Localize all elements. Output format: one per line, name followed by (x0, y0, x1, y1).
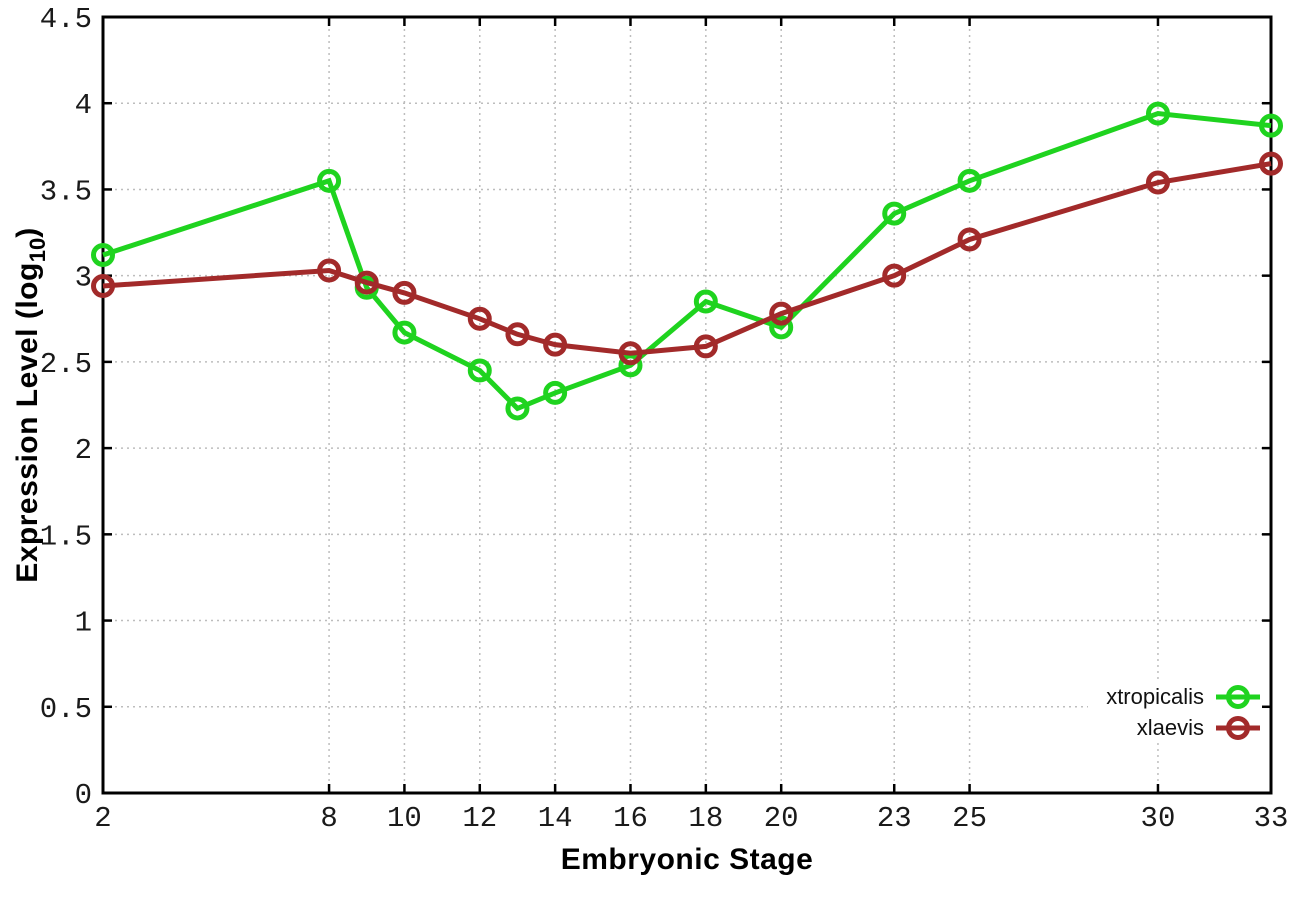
y-tick-label: 3.5 (40, 175, 92, 208)
data-point-xtropicalis (957, 168, 982, 193)
data-point-xlaevis (91, 274, 115, 299)
data-point-xtropicalis (618, 353, 643, 378)
legend-item-xtropicalis: xtropicalis (1106, 681, 1262, 712)
data-point-xtropicalis (769, 315, 794, 340)
data-point-xlaevis (354, 270, 379, 295)
y-tick-label: 4 (75, 89, 92, 122)
y-tick-label: 0.5 (40, 693, 92, 726)
legend: xtropicalis xlaevis (1088, 681, 1262, 743)
x-tick-label: 8 (320, 802, 337, 835)
data-point-xlaevis (505, 322, 530, 347)
data-point-xtropicalis (882, 201, 907, 226)
y-axis-label-text: Expression Level (log (11, 262, 44, 583)
x-tick-label: 20 (764, 802, 799, 835)
x-axis-label: Embryonic Stage (560, 843, 814, 876)
y-tick-label: 3 (75, 262, 92, 295)
data-point-xtropicalis (317, 168, 342, 193)
x-tick-label: 18 (688, 802, 723, 835)
data-point-xtropicalis (1259, 113, 1283, 138)
data-point-xtropicalis (467, 358, 492, 383)
data-point-xtropicalis (505, 396, 530, 421)
data-point-xlaevis (769, 301, 794, 326)
y-axis-label-subscript: 10 (25, 237, 50, 263)
data-point-xlaevis (1145, 170, 1170, 195)
y-tick-label: 0 (75, 779, 92, 812)
data-point-xtropicalis (693, 289, 718, 314)
x-tick-label: 10 (387, 802, 422, 835)
data-point-xtropicalis (543, 380, 568, 405)
data-point-xlaevis (1259, 151, 1283, 176)
series-line-xtropicalis (102, 111, 1272, 412)
x-tick-label: 14 (538, 802, 573, 835)
x-tick-label: 30 (1141, 802, 1176, 835)
legend-marker-xlaevis (1216, 715, 1260, 740)
y-axis-label: Expression Level (log10) (11, 227, 51, 583)
data-point-xlaevis (317, 258, 342, 283)
data-point-xtropicalis (91, 242, 115, 267)
data-point-xlaevis (543, 332, 568, 357)
data-point-xlaevis (882, 263, 907, 288)
data-point-xlaevis (693, 334, 718, 359)
data-point-xlaevis (467, 306, 492, 331)
data-point-xtropicalis (1145, 101, 1170, 126)
x-tick-label: 23 (877, 802, 912, 835)
plot-border (101, 15, 1273, 795)
x-tick-label: 25 (952, 802, 987, 835)
y-tick-label: 2.5 (40, 348, 92, 381)
series-line-xlaevis (102, 161, 1272, 356)
legend-label-xlaevis: xlaevis (1136, 714, 1204, 740)
legend-marker-xtropicalis (1216, 684, 1260, 709)
y-tick-label: 1.5 (40, 520, 92, 553)
data-point-xlaevis (957, 227, 982, 252)
y-tick-label: 2 (75, 434, 92, 467)
data-point-xlaevis (392, 280, 417, 305)
data-point-xtropicalis (392, 320, 417, 345)
x-tick-label: 33 (1254, 802, 1289, 835)
x-tick-label: 12 (462, 802, 497, 835)
legend-item-xlaevis: xlaevis (1106, 712, 1262, 743)
y-tick-label: 1 (75, 607, 92, 640)
y-axis-label-close: ) (11, 227, 44, 238)
y-tick-label: 4.5 (40, 3, 92, 36)
x-tick-label: 2 (94, 802, 111, 835)
data-point-xlaevis (618, 341, 643, 366)
x-tick-label: 16 (613, 802, 648, 835)
legend-label-xtropicalis: xtropicalis (1106, 683, 1204, 709)
